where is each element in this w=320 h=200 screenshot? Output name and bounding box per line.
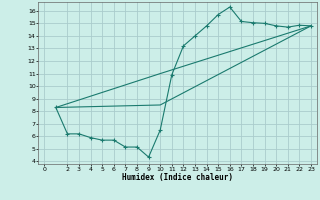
- X-axis label: Humidex (Indice chaleur): Humidex (Indice chaleur): [122, 173, 233, 182]
